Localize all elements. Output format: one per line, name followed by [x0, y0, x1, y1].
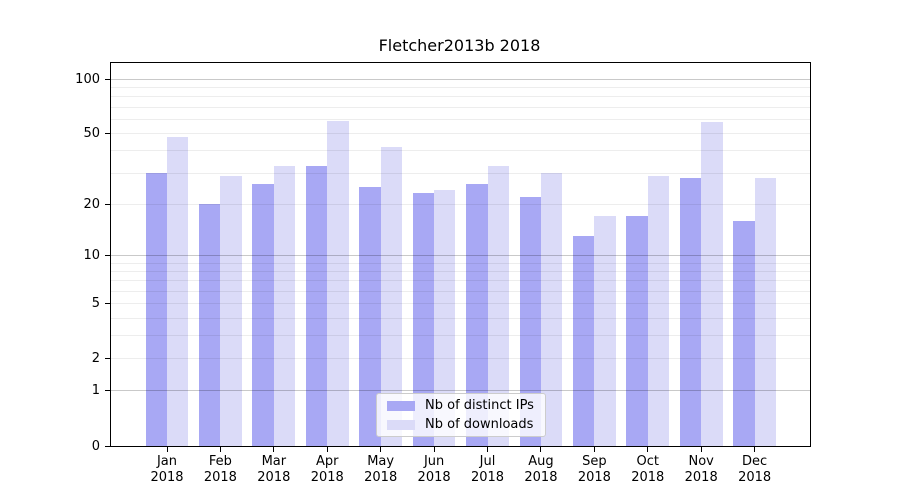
y-tick-label: 2 — [91, 351, 100, 367]
bar-distinct-ips-jun — [412, 193, 435, 446]
y-tick-label: 20 — [83, 196, 100, 212]
y-tick-mark — [105, 254, 111, 256]
gridline-minor — [111, 280, 810, 282]
x-tick-mark — [487, 447, 489, 452]
bar-distinct-ips-feb — [199, 204, 221, 446]
x-tick-mark — [700, 447, 702, 452]
bar-distinct-ips-jan — [145, 173, 167, 446]
bar-distinct-ips-mar — [252, 184, 274, 446]
bar-downloads-jan — [167, 136, 189, 446]
bar-distinct-ips-may — [359, 187, 381, 446]
y-tick-mark — [105, 78, 111, 80]
bar-downloads-jul — [487, 165, 509, 446]
gridline-minor — [111, 303, 810, 305]
legend-row-distinct-ips: Nb of distinct IPs — [377, 398, 545, 414]
bar-downloads-sep — [594, 216, 616, 446]
x-tick-mark — [540, 447, 542, 452]
y-tick-mark — [105, 390, 111, 392]
y-tick-mark — [105, 445, 111, 447]
gridline-minor — [111, 106, 810, 108]
x-tick-label-apr: Apr 2018 — [310, 454, 344, 485]
chart-title: Fletcher2013b 2018 — [378, 36, 541, 55]
x-tick-label-sep: Sep 2018 — [577, 454, 611, 485]
y-tick-label: 100 — [75, 71, 100, 87]
gridlines-layer — [111, 63, 810, 446]
gridline-minor — [111, 203, 810, 205]
gridline-minor — [111, 133, 810, 135]
y-tick-mark — [105, 303, 111, 305]
x-tick-mark — [166, 447, 168, 452]
x-tick-label-oct: Oct 2018 — [631, 454, 665, 485]
x-tick-label-may: May 2018 — [364, 454, 398, 485]
x-tick-mark — [326, 447, 328, 452]
y-tick-mark — [105, 203, 111, 205]
bar-downloads-may — [380, 147, 403, 446]
legend-swatch-distinct-ips-icon — [387, 400, 415, 411]
y-tick-mark — [105, 133, 111, 135]
gridline-major — [111, 390, 810, 392]
bar-distinct-ips-sep — [572, 236, 595, 446]
x-tick-label-mar: Mar 2018 — [257, 454, 291, 485]
x-tick-mark — [754, 447, 756, 452]
legend: Nb of distinct IPs Nb of downloads — [376, 393, 546, 437]
gridline-minor — [111, 317, 810, 319]
bar-distinct-ips-oct — [626, 216, 648, 446]
gridline-minor — [111, 150, 810, 152]
bar-downloads-dec — [754, 178, 776, 446]
y-tick-label: 1 — [91, 383, 100, 399]
gridline-minor — [111, 335, 810, 337]
bar-downloads-nov — [701, 122, 723, 446]
bar-distinct-ips-jul — [466, 184, 488, 446]
x-tick-label-dec: Dec 2018 — [738, 454, 772, 485]
legend-label-distinct-ips: Nb of distinct IPs — [425, 398, 534, 413]
gridline-minor — [111, 118, 810, 120]
gridline-minor — [111, 290, 810, 292]
gridline-minor — [111, 172, 810, 174]
gridline-major — [111, 78, 810, 80]
gridline-minor — [111, 262, 810, 264]
x-tick-mark — [647, 447, 649, 452]
y-tick-mark — [105, 358, 111, 360]
bar-distinct-ips-aug — [519, 196, 541, 446]
bar-downloads-mar — [273, 165, 296, 446]
bar-downloads-apr — [327, 120, 349, 446]
legend-row-downloads: Nb of downloads — [377, 417, 545, 433]
y-tick-label: 10 — [83, 247, 100, 263]
bar-downloads-feb — [220, 175, 242, 446]
y-tick-label: 5 — [91, 296, 100, 312]
gridline-minor — [111, 96, 810, 98]
bar-downloads-oct — [647, 175, 670, 446]
x-tick-mark — [219, 447, 221, 452]
gridline-minor — [111, 87, 810, 89]
legend-label-downloads: Nb of downloads — [425, 417, 534, 432]
bars-layer — [111, 63, 810, 446]
x-tick-label-jul: Jul 2018 — [470, 454, 505, 485]
bar-distinct-ips-nov — [679, 178, 702, 446]
x-tick-label-aug: Aug 2018 — [524, 454, 558, 485]
plot-area: Nb of distinct IPs Nb of downloads — [110, 62, 811, 447]
x-tick-label-feb: Feb 2018 — [203, 454, 237, 485]
gridline-minor — [111, 358, 810, 360]
legend-swatch-downloads-icon — [387, 419, 415, 430]
y-tick-label: 50 — [83, 126, 100, 142]
bar-downloads-aug — [540, 173, 563, 446]
x-tick-mark — [273, 447, 275, 452]
y-tick-label: 0 — [91, 438, 100, 454]
x-tick-label-jun: Jun 2018 — [417, 454, 451, 485]
bar-distinct-ips-apr — [305, 165, 328, 446]
bar-distinct-ips-dec — [733, 220, 755, 446]
x-tick-mark — [593, 447, 595, 452]
x-tick-label-nov: Nov 2018 — [684, 454, 718, 485]
bar-downloads-jun — [434, 190, 456, 446]
gridline-major — [111, 254, 810, 256]
x-tick-mark — [380, 447, 382, 452]
gridline-minor — [111, 270, 810, 272]
x-tick-label-jan: Jan 2018 — [150, 454, 184, 485]
x-tick-mark — [433, 447, 435, 452]
